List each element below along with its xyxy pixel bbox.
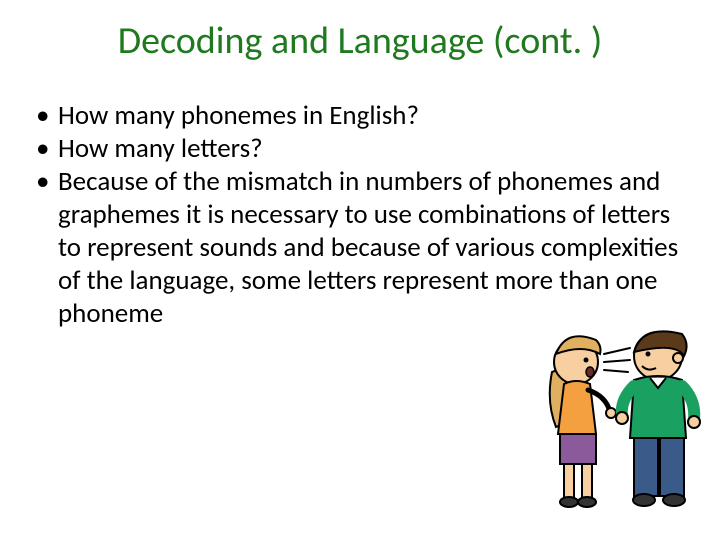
slide-body: How many phonemes in English? How many l… xyxy=(32,100,688,331)
clipart-svg xyxy=(534,302,704,512)
boy-figure xyxy=(616,331,700,506)
bullet-item: How many phonemes in English? xyxy=(32,100,688,133)
bullet-list: How many phonemes in English? How many l… xyxy=(32,100,688,331)
bullet-item: How many letters? xyxy=(32,133,688,166)
slide-title: Decoding and Language (cont. ) xyxy=(0,18,720,64)
speech-lines xyxy=(604,348,630,372)
children-talking-clipart xyxy=(534,302,704,512)
slide: Decoding and Language (cont. ) How many … xyxy=(0,0,720,540)
